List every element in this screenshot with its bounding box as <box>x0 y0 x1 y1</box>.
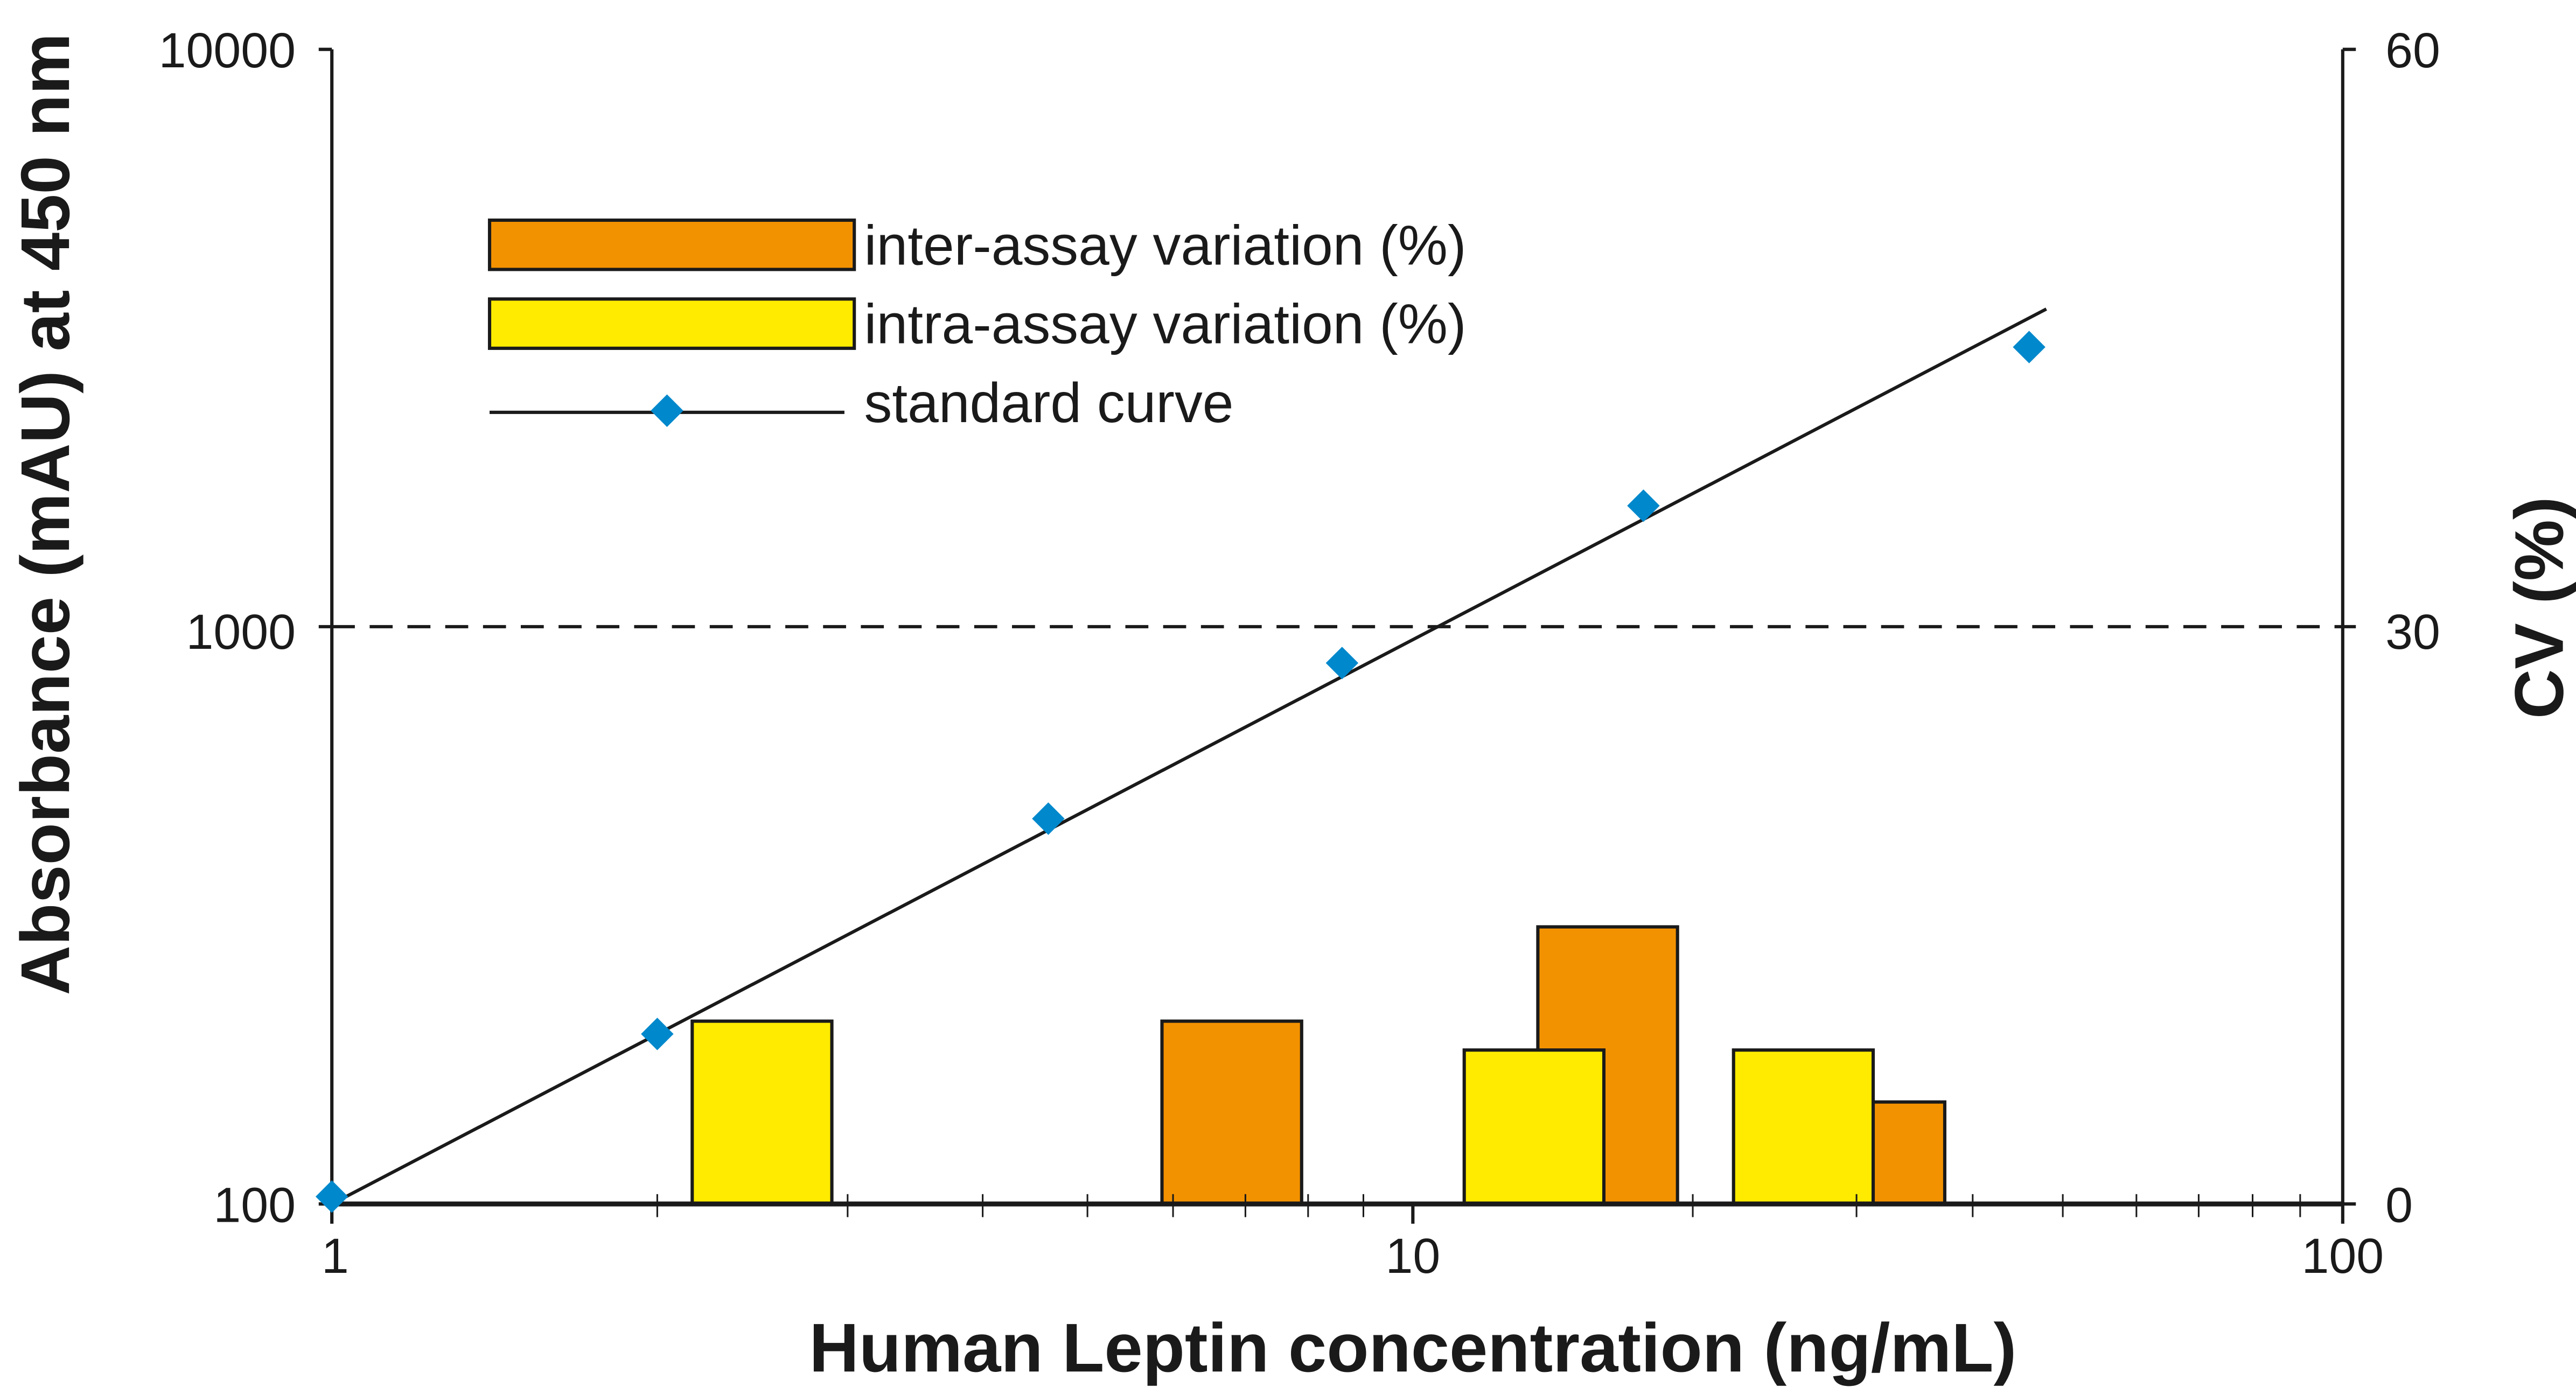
y-right-axis-label: CV (%) <box>2501 496 2576 719</box>
legend-label-inter: inter-assay variation (%) <box>864 214 1467 276</box>
standard-curve-point-2 <box>1032 802 1065 835</box>
standard-curve-point-4 <box>1627 489 1660 522</box>
bars-layer <box>690 925 1946 1206</box>
bar-intra-assay-1 <box>1462 1048 1606 1206</box>
bar-inter-assay-0 <box>1160 1019 1303 1206</box>
axes <box>318 47 2356 1224</box>
bar-intra-assay-0 <box>690 1019 834 1206</box>
x-tick-10: 10 <box>1385 1229 1440 1284</box>
y-right-tick-30: 30 <box>2385 605 2440 660</box>
legend-swatch-inter <box>487 218 856 271</box>
bar-intra-assay-2 <box>1732 1048 1875 1206</box>
standard-curve-layer <box>315 307 2047 1213</box>
y-left-tick-100: 100 <box>213 1178 296 1233</box>
x-tick-100: 100 <box>2302 1229 2384 1284</box>
legend-label-curve: standard curve <box>864 372 1234 434</box>
x-axis-label: Human Leptin concentration (ng/mL) <box>809 1309 2016 1386</box>
standard-curve-point-3 <box>1325 647 1359 680</box>
x-tick-1: 1 <box>322 1229 349 1284</box>
standard-curve-point-0 <box>315 1180 348 1213</box>
standard-curve-point-1 <box>641 1018 674 1050</box>
legend-marker-curve <box>651 394 683 427</box>
y-right-tick-60: 60 <box>2385 23 2440 78</box>
legend-swatch-intra <box>487 297 856 350</box>
legend-label-intra: intra-assay variation (%) <box>864 293 1467 355</box>
standard-curve-point-5 <box>2013 331 2046 363</box>
y-left-tick-10000: 10000 <box>159 23 296 78</box>
y-left-axis-label: Absorbance (mAU) at 450 nm <box>7 33 84 996</box>
y-right-tick-0: 0 <box>2385 1178 2413 1233</box>
standard-curve-line <box>331 307 2047 1206</box>
y-left-tick-1000: 1000 <box>186 605 296 660</box>
legend: inter-assay variation (%) intra-assay va… <box>487 214 1467 434</box>
